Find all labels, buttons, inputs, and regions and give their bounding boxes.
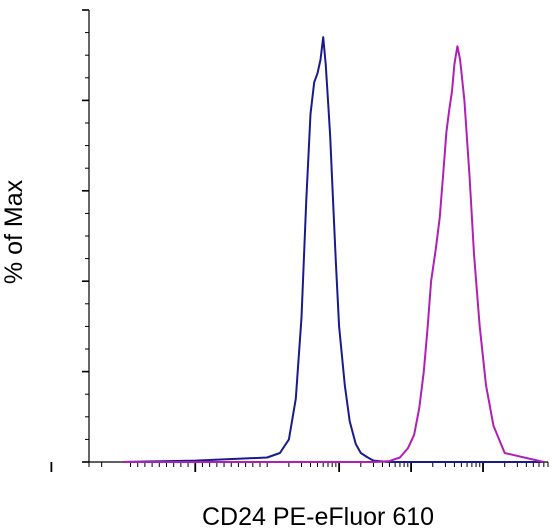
series-line-2 — [123, 45, 545, 463]
x-axis-title: CD24 PE-eFluor 610 — [202, 503, 434, 530]
y-ticks — [82, 9, 89, 463]
series-line-1 — [123, 36, 544, 463]
y-axis-title: % of Max — [0, 179, 28, 284]
x-ticks — [50, 462, 549, 472]
series-layer — [123, 36, 545, 463]
